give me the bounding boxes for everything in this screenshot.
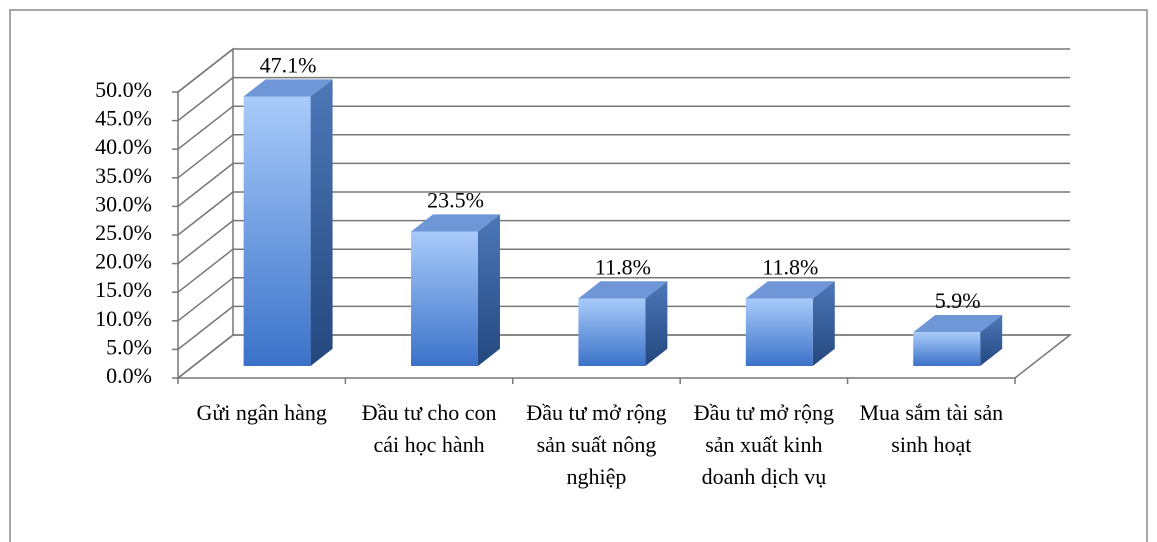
y-tick-label: 35.0% (95, 163, 152, 188)
grid-line (177, 48, 234, 93)
bar-side (645, 281, 668, 366)
y-tick-label: 45.0% (95, 106, 152, 131)
y-tick-label: 15.0% (95, 277, 152, 302)
x-tick-label: Gửi ngân hàng (196, 400, 327, 425)
frame (9, 9, 1148, 542)
bar-front (411, 231, 478, 366)
bar-front (578, 298, 646, 366)
bar-top (578, 281, 668, 299)
y-tick-label: 40.0% (95, 134, 152, 159)
value-label: 11.8% (595, 254, 651, 279)
x-tick-label: Đầu tư mở rộng sản suất nông nghiệp (526, 400, 667, 489)
x-tick-label: Đầu tư cho con cái học hành (361, 400, 497, 457)
grid-line (177, 220, 234, 265)
grid-line (177, 105, 234, 150)
grid-line (177, 134, 234, 179)
bar-top (243, 79, 333, 97)
value-label: 47.1% (260, 52, 317, 77)
bar-top (745, 281, 835, 299)
value-label: 23.5% (427, 187, 484, 212)
bar (411, 214, 500, 366)
x-tick-label: Mua sắm tài sản sinh hoạt (859, 400, 1004, 457)
grid-line (177, 334, 234, 379)
y-tick-label: 25.0% (95, 220, 152, 245)
y-tick-label: 50.0% (95, 77, 152, 102)
grid-line (177, 191, 234, 236)
y-tick-label: 0.0% (106, 363, 152, 388)
y-tick-label: 30.0% (95, 191, 152, 216)
bar-front (913, 332, 981, 366)
grid-line (177, 77, 234, 122)
x-tick-label: Đầu tư mở rộng sản xuất kinh doanh dịch … (693, 400, 835, 489)
y-tick-label: 20.0% (95, 249, 152, 274)
bar-side (980, 315, 1003, 366)
bar-front (243, 96, 311, 366)
grid-line (177, 162, 234, 207)
bar-side (310, 79, 333, 366)
value-label: 11.8% (762, 254, 818, 279)
bar (578, 281, 668, 366)
grid-line (177, 305, 234, 350)
bar (913, 315, 1003, 366)
y-tick-label: 5.0% (106, 334, 152, 359)
value-label: 5.9% (935, 288, 981, 313)
bar-side (477, 214, 500, 366)
grid-line (177, 248, 234, 293)
bar-front (745, 298, 813, 366)
bar (745, 281, 835, 366)
bar-top (411, 214, 500, 232)
grid-line (177, 277, 234, 322)
bar-side (812, 281, 835, 366)
bar-top (913, 315, 1003, 333)
y-tick-label: 10.0% (95, 306, 152, 331)
bar (243, 79, 333, 366)
